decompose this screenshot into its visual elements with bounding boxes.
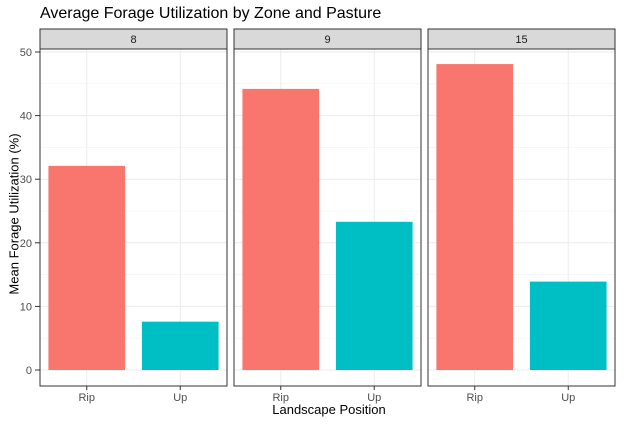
y-tick-label: 10 [20, 301, 32, 313]
bar-rip [436, 64, 514, 371]
y-tick-label: 20 [20, 238, 32, 250]
bar-up [141, 321, 219, 370]
bar-up [335, 221, 413, 370]
facet-strip-label: 15 [515, 34, 527, 46]
x-tick-label: Rip [466, 392, 483, 404]
x-tick-label: Rip [272, 392, 289, 404]
x-tick-label: Up [561, 392, 575, 404]
bar-rip [242, 88, 320, 370]
x-tick-label: Up [367, 392, 381, 404]
chart-title: Average Forage Utilization by Zone and P… [40, 5, 382, 22]
x-tick-label: Rip [78, 392, 95, 404]
panel-border [233, 48, 422, 387]
bar-up [529, 281, 607, 370]
y-tick-label: 50 [20, 47, 32, 59]
facet-strip-label: 9 [324, 34, 330, 46]
x-axis-label: Landscape Position [272, 402, 386, 417]
panel-border [39, 48, 228, 387]
panel-border [427, 48, 616, 387]
x-tick-label: Up [173, 392, 187, 404]
y-tick-label: 30 [20, 174, 32, 186]
y-tick-label: 40 [20, 111, 32, 123]
bar-rip [48, 165, 126, 370]
facet-strip-label: 8 [130, 34, 136, 46]
y-tick-label: 0 [26, 365, 32, 377]
